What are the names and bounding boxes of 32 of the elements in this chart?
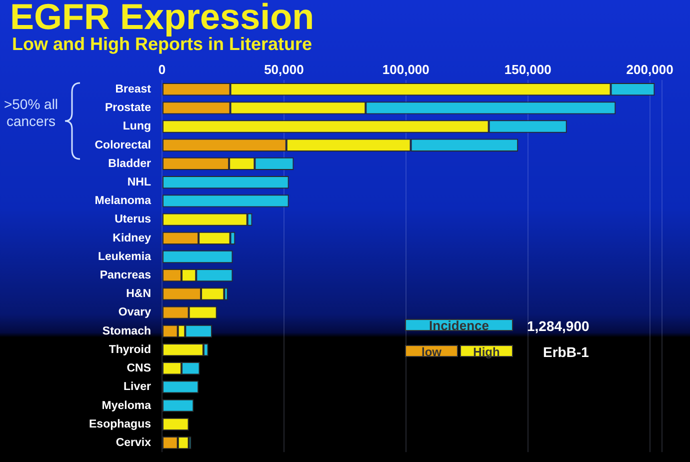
y-tick-label: Colorectal — [94, 139, 151, 152]
y-tick-label: Melanoma — [94, 195, 152, 208]
chart-title: EGFR Expression — [10, 0, 314, 37]
text: High — [460, 345, 513, 359]
y-tick-label: Liver — [124, 381, 152, 394]
y-tick-label: Prostate — [104, 102, 151, 114]
text: low — [405, 345, 458, 359]
y-tick-label: Stomach — [102, 325, 151, 338]
y-tick-label: Bladder — [108, 158, 152, 170]
y-tick-label: Thyroid — [108, 344, 151, 356]
annotation: 1,284,900 — [527, 318, 590, 334]
y-tick-label: Ovary — [118, 306, 152, 319]
text: Incidence — [405, 318, 513, 333]
y-tick-label: Breast — [115, 83, 152, 96]
y-tick-label: Myeloma — [102, 400, 152, 412]
y-tick-label: NHL — [127, 176, 151, 188]
x-tick-label: 50,000 — [264, 62, 304, 77]
y-tick-label: Leukemia — [98, 250, 152, 263]
annotation: ErbB-1 — [543, 344, 589, 360]
y-tick-label: H&N — [126, 288, 151, 300]
y-tick-label: CNS — [126, 362, 152, 375]
y-tick-label: Cervix — [116, 436, 152, 449]
y-tick-label: Pancreas — [100, 270, 151, 282]
y-tick-label: Kidney — [112, 232, 152, 244]
x-tick-label: 0 — [158, 62, 166, 77]
x-tick-label: 200,000 — [626, 62, 674, 77]
x-tick-label: 150,000 — [504, 62, 552, 77]
text: >50% all cancers — [2, 96, 60, 130]
x-tick-label: 100,000 — [382, 62, 430, 77]
y-tick-label: Lung — [122, 120, 151, 133]
y-tick-label: Uterus — [114, 214, 151, 226]
y-tick-label: Esophagus — [89, 418, 151, 430]
